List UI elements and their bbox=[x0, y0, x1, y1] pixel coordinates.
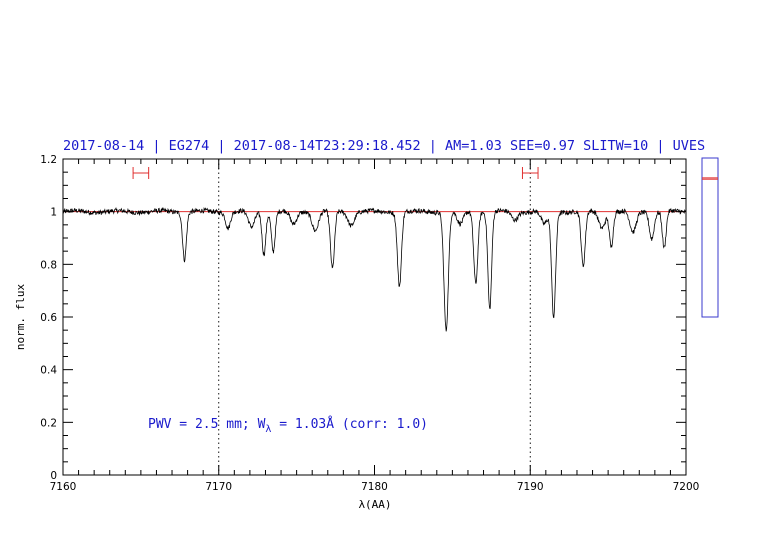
y-tick-label: 1.2 bbox=[40, 154, 57, 166]
x-axis-label: λ(AA) bbox=[358, 498, 391, 511]
continuum-interval-marker-2 bbox=[521, 167, 539, 179]
y-tick-label: 0.6 bbox=[40, 312, 57, 324]
y-tick-label: 1 bbox=[50, 207, 57, 219]
x-tick-label: 7190 bbox=[517, 481, 544, 493]
spectrum-line bbox=[62, 206, 687, 332]
pwv-annotation-subscript: λ bbox=[265, 424, 271, 435]
y-tick-label: 0.2 bbox=[40, 417, 57, 429]
ticks-layer: 7160 7170 7180 7190 7200 0 0.2 0.4 0.6 0.8 1 1.2 bbox=[40, 154, 699, 493]
pwv-annotation: PWV = 2.5 mm; Wλ = 1.03Å (corr: 1.0) bbox=[148, 416, 428, 435]
chart-title: 2017-08-14 | EG274 | 2017-08-14T23:29:18… bbox=[63, 138, 705, 154]
y-tick-label: 0.8 bbox=[40, 259, 57, 271]
pwv-annotation-main: PWV = 2.5 mm; W bbox=[148, 417, 266, 432]
continuum-interval-marker-1 bbox=[132, 167, 150, 179]
y-tick-label: 0.4 bbox=[40, 365, 57, 377]
side-panel bbox=[701, 157, 719, 318]
y-tick-label: 0 bbox=[50, 470, 57, 482]
x-tick-label: 7170 bbox=[205, 481, 232, 493]
x-tick-label: 7180 bbox=[361, 481, 388, 493]
side-panel-frame bbox=[701, 157, 719, 318]
x-tick-label: 7160 bbox=[50, 481, 77, 493]
y-axis-label: norm. flux bbox=[14, 284, 27, 351]
x-tick-label: 7200 bbox=[673, 481, 700, 493]
pwv-annotation-rest: = 1.03Å (corr: 1.0) bbox=[271, 416, 428, 432]
spectrum-layer bbox=[62, 167, 687, 332]
